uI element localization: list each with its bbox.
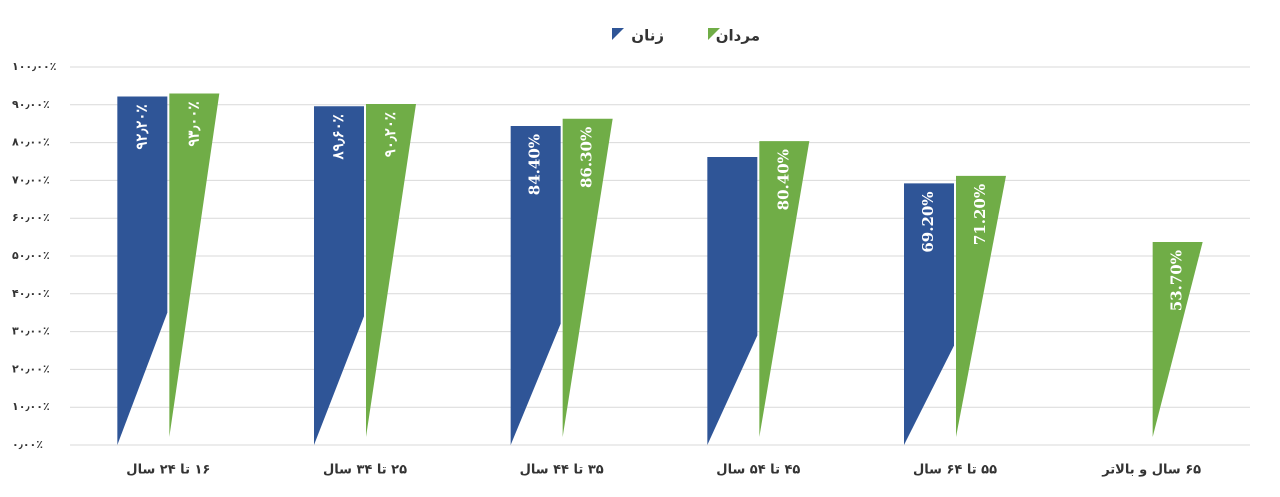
y-tick-label: ۸۰٫۰۰٪ xyxy=(12,136,50,149)
value-label: ۹۲٫۲۰٪ xyxy=(132,104,150,149)
y-tick-label: ۴۰٫۰۰٪ xyxy=(12,287,50,300)
bar xyxy=(1152,242,1203,437)
bar xyxy=(169,93,220,438)
bar xyxy=(956,175,1006,437)
value-label: ۸۹٫۶۰٪ xyxy=(329,114,347,160)
value-label: 53.70% xyxy=(1168,250,1186,311)
x-tick-label: ۴۵ تا ۵۴ سال xyxy=(716,463,800,478)
bar xyxy=(366,104,416,437)
legend-label: مردان xyxy=(716,27,760,45)
y-tick-label: ۵۰٫۰۰٪ xyxy=(12,249,50,262)
value-label: 86.30% xyxy=(578,127,596,188)
x-tick-label: ۵۵ تا ۶۴ سال xyxy=(913,463,997,478)
bar xyxy=(314,106,364,445)
y-tick-label: ۱۰٫۰۰٪ xyxy=(12,400,50,413)
legend-label: زنان xyxy=(631,27,664,45)
bar xyxy=(562,118,613,437)
x-tick-label: ۳۵ تا ۴۴ سال xyxy=(520,463,604,478)
bar xyxy=(117,96,168,445)
bar xyxy=(707,156,758,446)
bar xyxy=(510,125,561,445)
legend-swatch xyxy=(612,28,624,40)
y-tick-label: ۷۰٫۰۰٪ xyxy=(12,173,50,186)
y-tick-label: ۰٫۰۰٪ xyxy=(12,438,43,451)
x-tick-label: ۲۵ تا ۳۴ سال xyxy=(323,463,407,478)
value-label: ۹۳٫۰۰٪ xyxy=(184,101,202,146)
value-label: 69.20% xyxy=(919,191,937,252)
value-label: 80.40% xyxy=(774,149,792,210)
y-tick-label: ۳۰٫۰۰٪ xyxy=(12,325,50,338)
y-tick-label: ۲۰٫۰۰٪ xyxy=(12,362,50,375)
y-tick-label: ۱۰۰٫۰۰٪ xyxy=(12,60,56,73)
value-label: ۹۰٫۲۰٪ xyxy=(381,112,399,157)
value-label: 71.20% xyxy=(971,184,989,245)
x-tick-label: ۶۵ سال و بالاتر xyxy=(1101,463,1201,478)
legend-swatch xyxy=(708,28,720,40)
bar xyxy=(759,141,810,437)
x-tick-label: ۱۶ تا ۲۴ سال xyxy=(126,463,210,478)
bar xyxy=(904,183,954,445)
y-tick-label: ۶۰٫۰۰٪ xyxy=(12,211,50,224)
y-tick-label: ۹۰٫۰۰٪ xyxy=(12,98,50,111)
value-label: 84.40% xyxy=(526,134,544,195)
